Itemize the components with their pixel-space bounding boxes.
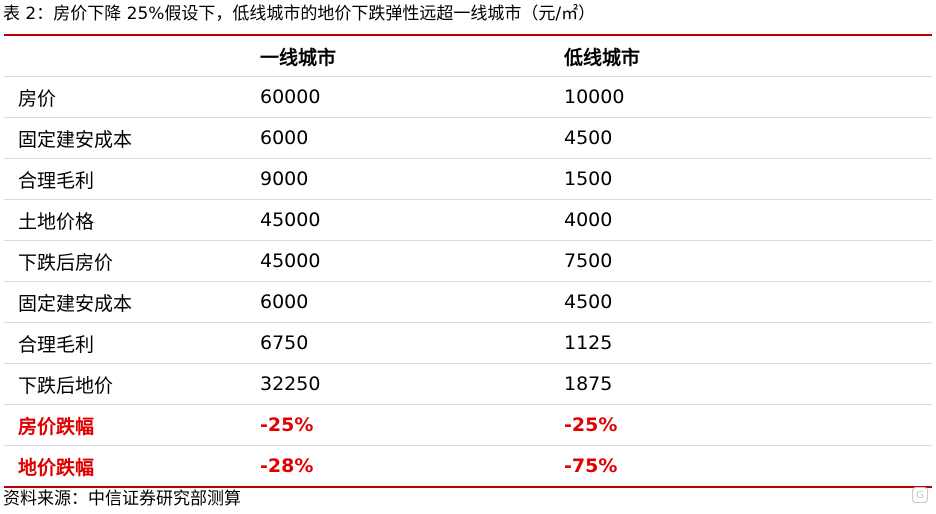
tier1-city-value: -25% [252,404,554,446]
bottom-rule [4,486,932,488]
table-row: 下跌后地价 32250 1875 [4,363,932,405]
data-table: 一线城市 低线城市 房价 60000 10000 固定建安成本 6000 4500 合理毛利… [4,36,932,486]
tier1-city-value: 6000 [252,117,554,159]
table-row: 合理毛利 6750 1125 [4,322,932,364]
lower-tier-city-value: 7500 [554,240,932,282]
lower-tier-city-value: 1875 [554,363,932,405]
watermark-logo: G [912,487,928,503]
table-row: 房价 60000 10000 [4,76,932,118]
row-label: 固定建安成本 [4,281,252,323]
source-note: 资料来源：中信证券研究部测算 [3,489,241,509]
tier1-city-value: 45000 [252,199,554,241]
lower-tier-city-value: 4000 [554,199,932,241]
logo-icon: G [912,487,928,503]
table-row: 下跌后房价 45000 7500 [4,240,932,282]
table-row: 地价跌幅 -28% -75% [4,445,932,486]
tier1-city-value: -28% [252,445,554,486]
tier1-city-value: 6750 [252,322,554,364]
lower-tier-city-value: 1500 [554,158,932,200]
row-label: 房价跌幅 [4,404,252,446]
header-lower-tier-city: 低线城市 [564,46,641,69]
tier1-city-value: 45000 [252,240,554,282]
row-label: 合理毛利 [4,322,252,364]
tier1-city-value: 9000 [252,158,554,200]
row-label: 合理毛利 [4,158,252,200]
tier1-city-value: 6000 [252,281,554,323]
lower-tier-city-value: 4500 [554,281,932,323]
tier1-city-value: 32250 [252,363,554,405]
lower-tier-city-value: -25% [554,404,932,446]
data-table-container: 一线城市 低线城市 房价 60000 10000 固定建安成本 6000 4500 合理毛利… [4,34,932,488]
header-tier1-city: 一线城市 [260,46,337,69]
table-row: 固定建安成本 6000 4500 [4,281,932,323]
table-row: 房价跌幅 -25% -25% [4,404,932,446]
table-body: 房价 60000 10000 固定建安成本 6000 4500 合理毛利 9000 1500 土地… [4,76,932,486]
row-label: 下跌后房价 [4,240,252,282]
row-label: 房价 [4,76,252,118]
tier1-city-value: 60000 [252,76,554,118]
row-label: 下跌后地价 [4,363,252,405]
row-label: 土地价格 [4,199,252,241]
row-label: 地价跌幅 [4,445,252,486]
top-rule [4,34,932,36]
header-empty [4,36,252,77]
lower-tier-city-value: 10000 [554,76,932,118]
table-row: 固定建安成本 6000 4500 [4,117,932,159]
lower-tier-city-value: -75% [554,445,932,486]
lower-tier-city-value: 1125 [554,322,932,364]
row-label: 固定建安成本 [4,117,252,159]
table-row: 合理毛利 9000 1500 [4,158,932,200]
table-row: 土地价格 45000 4000 [4,199,932,241]
table-title: 表 2：房价下降 25%假设下，低线城市的地价下跌弹性远超一线城市（元/㎡） [3,4,596,24]
header-row: 一线城市 低线城市 [4,36,932,77]
lower-tier-city-value: 4500 [554,117,932,159]
